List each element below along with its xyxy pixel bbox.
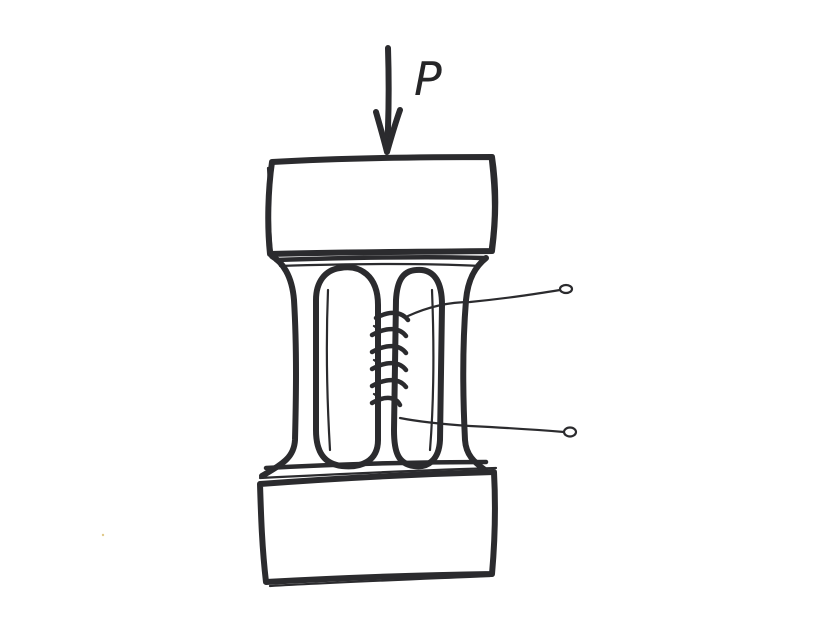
- column-left-edge: [259, 253, 299, 479]
- upper-terminal: [558, 283, 574, 295]
- lower-lead-wire: [398, 416, 566, 434]
- right-slot: [391, 266, 445, 470]
- bottom-plate: [257, 459, 499, 588]
- bottom-plate-outline: [257, 469, 499, 585]
- column-right-edge: [460, 255, 489, 473]
- top-plate-outline: [265, 154, 499, 257]
- arrow-head: [373, 107, 403, 155]
- load-arrow: [373, 45, 403, 155]
- top-plate: [265, 154, 499, 257]
- sensor-coil: [369, 310, 411, 410]
- upper-lead-wire: [406, 288, 562, 318]
- column-body: [259, 253, 489, 479]
- lead-wires: [398, 283, 578, 438]
- lower-terminal: [562, 426, 578, 438]
- left-slot: [313, 264, 381, 470]
- load-label: P: [414, 52, 442, 106]
- paper-speck: [101, 533, 105, 537]
- arrow-shaft: [384, 45, 392, 153]
